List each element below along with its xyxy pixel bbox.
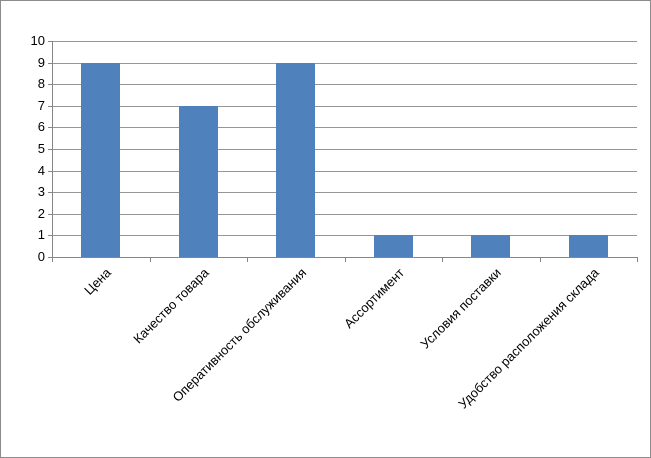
y-axis-label-3: 3 bbox=[37, 184, 45, 200]
gridline-y-8 bbox=[52, 84, 637, 86]
x-tick-2 bbox=[247, 257, 248, 262]
y-tick-10 bbox=[48, 41, 52, 42]
gridline-y-4 bbox=[52, 170, 637, 172]
bar-3 bbox=[276, 63, 316, 257]
x-axis-label-2: Качество товара bbox=[130, 265, 212, 347]
y-tick-4 bbox=[48, 170, 52, 172]
x-axis-label-5: Условия поставки bbox=[417, 265, 505, 352]
gridline-y-10 bbox=[52, 41, 637, 42]
x-tick-5 bbox=[539, 257, 541, 262]
x-tick-4 bbox=[442, 257, 443, 262]
y-axis-label-4: 4 bbox=[37, 162, 45, 178]
gridline-y-5 bbox=[52, 149, 637, 150]
bar-6 bbox=[568, 235, 608, 257]
gridline-y-1 bbox=[52, 235, 637, 237]
gridline-y-6 bbox=[52, 127, 637, 129]
x-tick-1 bbox=[149, 257, 151, 262]
y-tick-1 bbox=[48, 235, 52, 237]
x-tick-0 bbox=[52, 257, 53, 262]
y-axis-label-9: 9 bbox=[37, 54, 45, 70]
y-axis-label-5: 5 bbox=[37, 141, 45, 156]
bar-4 bbox=[373, 235, 413, 257]
x-axis-label-4: Ассортимент bbox=[340, 265, 407, 332]
y-axis-label-8: 8 bbox=[37, 76, 45, 92]
y-axis-label-1: 1 bbox=[37, 227, 45, 243]
gridline-y-9 bbox=[52, 62, 637, 64]
y-tick-5 bbox=[48, 149, 52, 150]
y-axis-label-0: 0 bbox=[37, 249, 45, 264]
y-tick-8 bbox=[48, 84, 52, 86]
x-tick-6 bbox=[637, 257, 638, 262]
y-axis-label-7: 7 bbox=[37, 97, 45, 113]
y-tick-6 bbox=[48, 127, 52, 129]
y-axis-label-10: 10 bbox=[30, 33, 45, 48]
bar-1 bbox=[81, 63, 121, 257]
x-tick-3 bbox=[344, 257, 346, 262]
gridline-y-7 bbox=[52, 105, 637, 107]
x-axis-label-1: Цена bbox=[81, 265, 115, 298]
y-tick-3 bbox=[48, 192, 52, 194]
y-axis-label-6: 6 bbox=[37, 119, 45, 135]
y-tick-2 bbox=[48, 213, 52, 215]
plot-area bbox=[52, 41, 637, 257]
gridline-y-2 bbox=[52, 213, 637, 215]
bar-2 bbox=[178, 106, 218, 257]
y-tick-7 bbox=[48, 105, 52, 107]
gridline-y-3 bbox=[52, 192, 637, 194]
y-tick-0 bbox=[48, 257, 52, 258]
y-axis bbox=[52, 41, 53, 262]
y-axis-label-2: 2 bbox=[37, 205, 45, 221]
bar-5 bbox=[471, 235, 511, 257]
y-tick-9 bbox=[48, 62, 52, 64]
